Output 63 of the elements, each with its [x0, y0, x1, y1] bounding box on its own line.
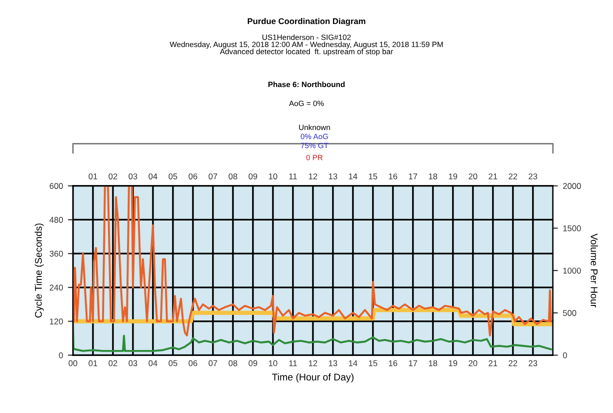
- x2-tick-label: 20: [468, 173, 478, 180]
- x-tick-label: 19: [448, 360, 458, 366]
- chart-title: Purdue Coordination Diagram: [248, 18, 366, 26]
- y-tick-label: 360: [50, 250, 63, 257]
- x-tick-label: 02: [108, 360, 118, 366]
- y-tick-label: 240: [50, 284, 63, 291]
- x-tick-label: 06: [188, 360, 198, 366]
- x2-tick-label: 12: [308, 173, 318, 180]
- x2-tick-label: 21: [488, 173, 498, 180]
- x-tick-label: 12: [308, 360, 318, 366]
- x-tick-label: 21: [488, 360, 498, 366]
- x2-tick-label: 03: [128, 173, 138, 180]
- x2-tick-label: 01: [88, 173, 98, 180]
- x-tick-label: 18: [428, 360, 438, 366]
- x2-tick-label: 02: [108, 173, 118, 180]
- x2-tick-label: 05: [168, 173, 178, 180]
- x2-tick-label: 14: [348, 174, 358, 180]
- x2-tick-label: 09: [248, 173, 258, 180]
- x-tick-label: 23: [528, 360, 538, 366]
- x2-tick-label: 23: [528, 173, 538, 180]
- x2-tick-label: 06: [188, 173, 198, 180]
- y-axis-title: Cycle Time (Seconds): [34, 224, 44, 318]
- x-tick-label: 20: [468, 360, 478, 366]
- y2-tick-label: 0: [562, 352, 567, 358]
- x-tick-label: 07: [208, 360, 218, 366]
- x2-tick-label: 13: [328, 173, 338, 180]
- x-tick-label: 08: [228, 360, 238, 366]
- x-tick-label: 22: [508, 360, 518, 366]
- x-tick-label: 14: [348, 360, 358, 366]
- x-tick-label: 16: [388, 360, 398, 366]
- x-tick-label: 15: [368, 360, 378, 366]
- x-tick-label: 09: [248, 360, 258, 366]
- x2-tick-label: 08: [228, 173, 238, 180]
- y2-tick-label: 1000: [563, 268, 581, 274]
- x2-tick-label: 04: [148, 173, 158, 180]
- y2-tick-label: 2000: [563, 183, 581, 189]
- x2-tick-label: 16: [388, 173, 398, 180]
- line-series: [72, 320, 552, 352]
- x-tick-label: 13: [328, 360, 338, 366]
- x-tick-label: 00: [68, 360, 78, 366]
- x-tick-label: 11: [289, 360, 297, 366]
- x-tick-label: 05: [168, 360, 178, 366]
- x-tick-label: 03: [128, 360, 138, 366]
- x2-tick-label: 10: [268, 173, 278, 180]
- y-tick-label: 480: [50, 216, 63, 223]
- x-axis-title: Time (Hour of Day): [272, 373, 354, 382]
- x2-tick-label: 22: [508, 173, 518, 180]
- x2-tick-label: 19: [448, 173, 458, 180]
- x-tick-label: 10: [268, 360, 278, 366]
- x2-tick-label: 18: [428, 173, 438, 180]
- x-tick-label: 01: [88, 360, 98, 366]
- y2-axis-title: Volume Per Hour: [590, 234, 598, 308]
- x-tick-label: 04: [148, 360, 158, 366]
- x2-tick-label: 07: [208, 173, 218, 180]
- y2-tick-label: 1500: [563, 225, 581, 232]
- y2-tick-label: 500: [562, 310, 576, 316]
- x-tick-label: 17: [408, 360, 418, 366]
- x2-tick-label: 11: [289, 174, 297, 180]
- x2-tick-label: 15: [368, 174, 378, 180]
- y-tick-label: 0: [58, 352, 63, 358]
- x2-tick-label: 17: [408, 174, 418, 180]
- y-tick-label: 120: [50, 318, 63, 324]
- y-tick-label: 600: [50, 183, 63, 189]
